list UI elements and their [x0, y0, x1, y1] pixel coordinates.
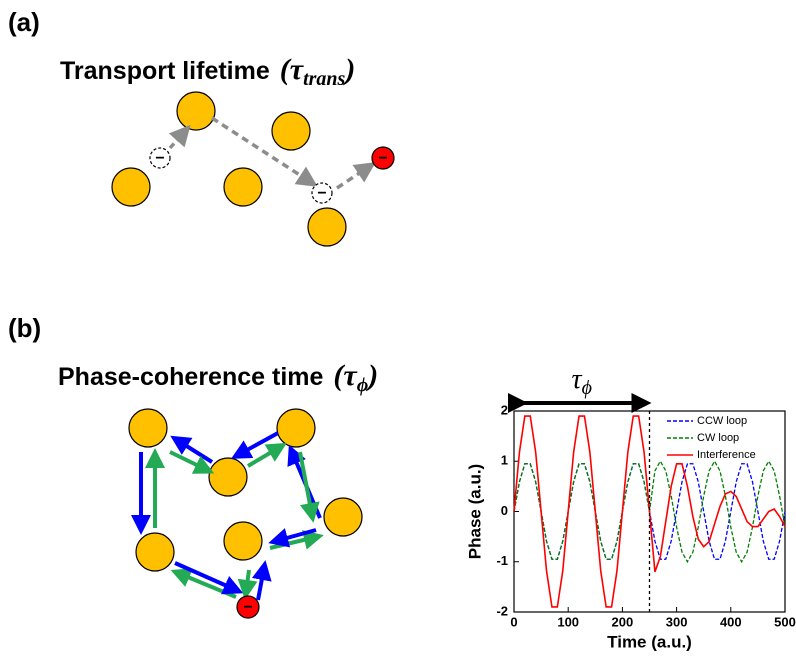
y-tick-label: 2	[501, 402, 508, 417]
arrow	[300, 452, 312, 515]
x-tick-label: 200	[612, 614, 634, 629]
x-tick-label: 0	[510, 614, 517, 629]
title-text: Transport lifetime	[60, 57, 270, 85]
site	[209, 458, 247, 496]
symbol: (τ	[333, 359, 358, 392]
site	[308, 208, 346, 246]
legend-label: CW loop	[697, 432, 739, 444]
site	[177, 92, 215, 130]
arrow	[248, 447, 280, 466]
panel-title: Transport lifetime(τtrans)	[60, 53, 355, 90]
arrow	[337, 166, 370, 188]
y-axis-label: Phase (a.u.)	[465, 464, 484, 559]
site	[324, 498, 362, 536]
electron-sign: −	[378, 150, 387, 167]
span-label: τϕ	[572, 364, 592, 398]
diagram: − − − −	[112, 92, 394, 618]
chart: -2 -1 0 1 2 0 100 200 300 400 500 Time (a.u.) Phase …	[465, 364, 795, 651]
legend-label: Interference	[697, 449, 756, 461]
legend-label: CCW loop	[697, 415, 747, 427]
panel-label: (a)	[8, 7, 40, 37]
electron-sign: −	[155, 150, 164, 167]
y-tick-label: -1	[496, 553, 508, 568]
span-sub: ϕ	[582, 377, 592, 399]
site	[112, 168, 150, 206]
arrow	[258, 568, 264, 600]
site	[224, 522, 262, 560]
electron-sign: −	[317, 185, 326, 202]
arrow	[170, 130, 186, 148]
arrow	[246, 570, 249, 592]
x-tick-label: 100	[557, 614, 579, 629]
series-line	[514, 416, 785, 607]
x-tick-label: 300	[666, 614, 688, 629]
x-axis-label: Time (a.u.)	[607, 632, 692, 651]
site	[136, 533, 174, 571]
symbol: (τ	[280, 53, 305, 86]
site	[277, 409, 315, 447]
site	[272, 112, 310, 150]
y-tick-label: 1	[501, 453, 508, 468]
panel-title: Phase-coherence time(τϕ)	[58, 359, 378, 396]
y-tick-label: 0	[501, 503, 508, 518]
symbol-sub: ϕ	[357, 374, 369, 396]
electron-sign: −	[243, 599, 252, 616]
panel-label: (b)	[8, 313, 41, 343]
title-text: Phase-coherence time	[58, 363, 323, 391]
x-tick-label: 400	[720, 614, 742, 629]
y-tick-label: -2	[496, 603, 508, 618]
figure: (a) Transport lifetime(τtrans) (b) Phase…	[0, 0, 796, 657]
symbol-sub: trans	[303, 68, 345, 90]
site	[224, 168, 262, 206]
site	[129, 409, 167, 447]
x-tick-label: 500	[774, 614, 796, 629]
